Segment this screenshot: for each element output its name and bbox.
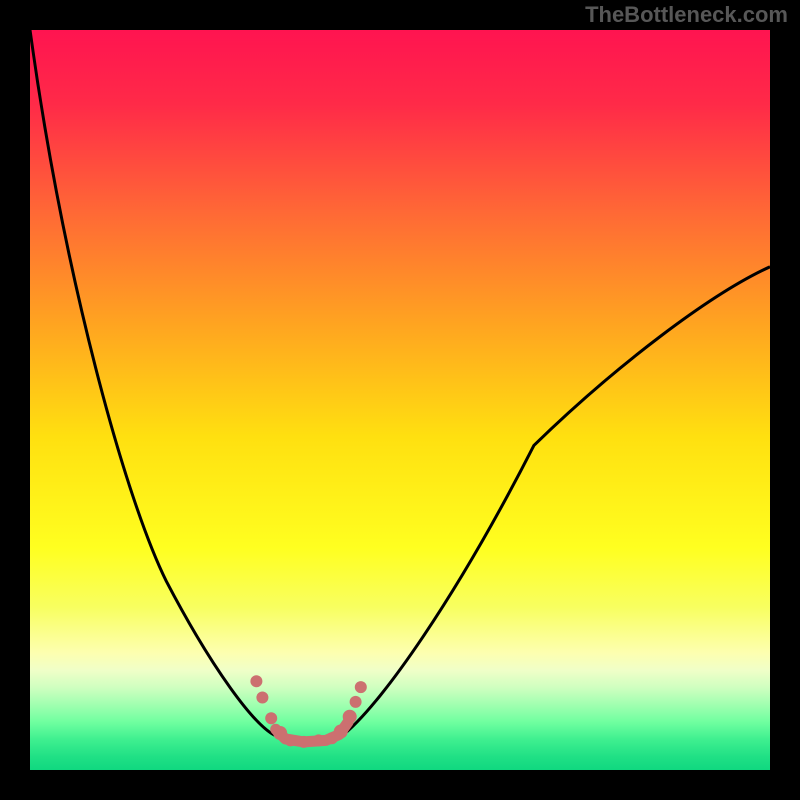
bottleneck-dot (273, 726, 287, 740)
bottleneck-dot (313, 734, 325, 746)
bottleneck-dot (285, 734, 297, 746)
bottleneck-dot (298, 736, 310, 748)
bottleneck-curve (30, 30, 770, 739)
bottleneck-dot (265, 712, 277, 724)
chart-plot-area (30, 30, 770, 770)
bottleneck-dot (355, 681, 367, 693)
bottleneck-dot (250, 675, 262, 687)
bottleneck-dot (343, 710, 357, 724)
watermark-text: TheBottleneck.com (585, 2, 788, 28)
chart-curve-layer (30, 30, 770, 770)
bottleneck-dot (256, 692, 268, 704)
bottleneck-dot (350, 696, 362, 708)
bottleneck-dot (334, 725, 348, 739)
